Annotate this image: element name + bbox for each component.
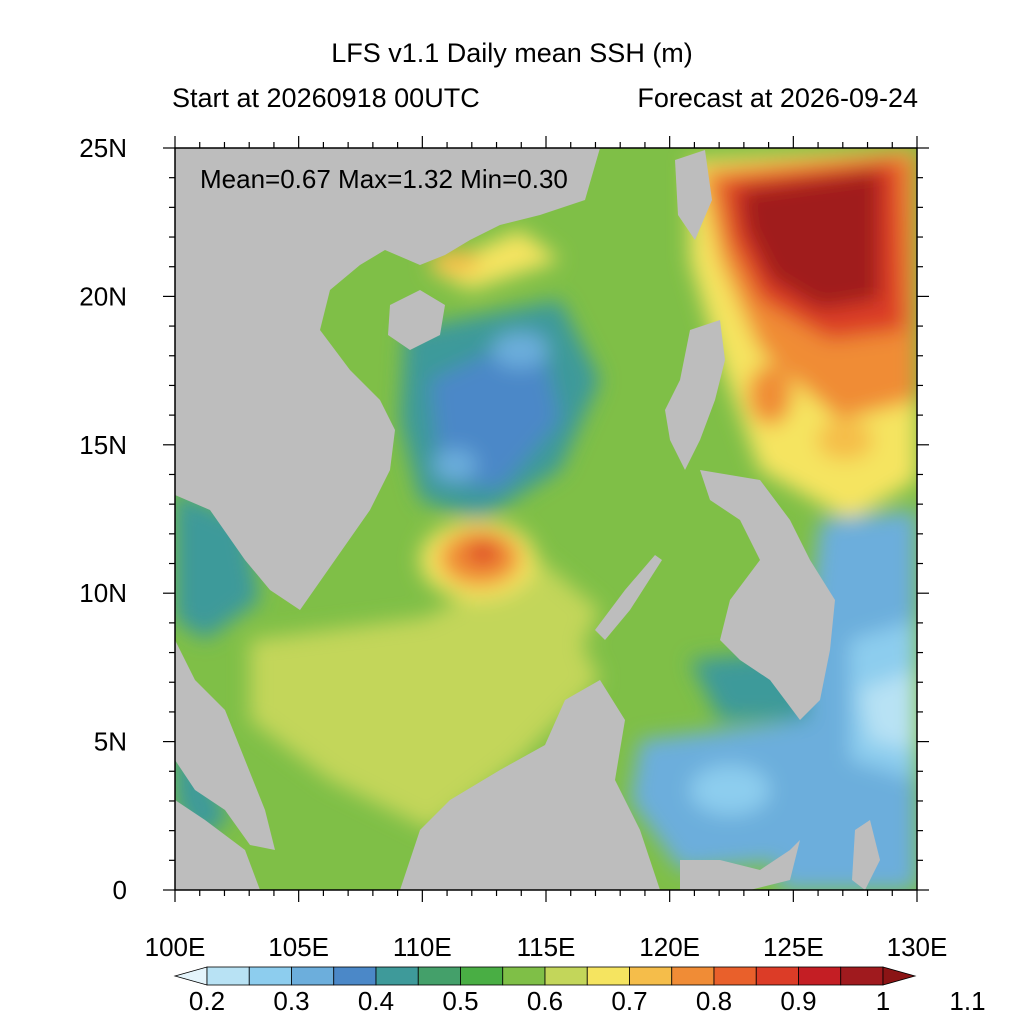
lat-tick-label: 25N [79, 133, 127, 163]
colorbar-tick-label: 0.3 [273, 986, 309, 1016]
colorbar-tick-label: 0.4 [358, 986, 394, 1016]
colorbar-swatch [460, 966, 504, 986]
colorbar-min-arrow [173, 966, 208, 986]
lon-tick-label: 125E [763, 932, 824, 962]
lon-tick-label: 110E [393, 932, 452, 962]
colorbar-swatch [671, 966, 715, 986]
colorbar-tick-label: 0.8 [696, 986, 732, 1016]
lat-axis-labels: 25N 20N 15N 10N 5N 0 [79, 133, 127, 905]
colorbar-tick-label: 0.2 [189, 986, 225, 1016]
lon-axis-labels: 100E 105E 110E 115E 120E 125E 130E [145, 932, 948, 962]
colorbar-tick-label: 1.1 [949, 986, 985, 1016]
sumatra-island [175, 800, 260, 890]
lon-tick-label: 100E [145, 932, 206, 962]
palawan-island [595, 555, 662, 640]
lat-tick-label: 15N [79, 430, 127, 460]
colorbar-tick-label: 0.5 [442, 986, 478, 1016]
lat-tick-label: 0 [113, 875, 127, 905]
lat-tick-label: 10N [79, 578, 127, 608]
lat-tick-label: 20N [79, 281, 127, 311]
colorbar-tick-label: 1 [876, 986, 890, 1016]
colorbar-swatch [629, 966, 673, 986]
start-time-label: Start at 20260918 00UTC [172, 83, 480, 113]
malay-peninsula [175, 640, 275, 850]
visayas-mindanao [700, 470, 835, 720]
colorbar-max-arrow [882, 966, 917, 986]
colorbar-labels: 0.20.30.40.50.60.70.80.911.11.2 [189, 986, 986, 1016]
axis-ticks [163, 136, 929, 902]
colorbar-swatch [713, 966, 757, 986]
indochina-land [175, 148, 600, 610]
colorbar-tick-label: 0.6 [527, 986, 563, 1016]
taiwan-island [675, 150, 712, 240]
colorbar-swatch [206, 966, 250, 986]
halmahera-island [852, 820, 880, 890]
lon-tick-label: 120E [639, 932, 700, 962]
colorbar-swatch [798, 966, 842, 986]
colorbar-swatch [502, 966, 546, 986]
colorbar-swatch [544, 966, 588, 986]
colorbar-swatch [755, 966, 799, 986]
lon-tick-label: 115E [517, 932, 576, 962]
borneo-island [400, 680, 660, 890]
colorbar [173, 966, 917, 986]
map-title: LFS v1.1 Daily mean SSH (m) [331, 38, 693, 68]
hainan-island [388, 290, 445, 350]
forecast-time-label: Forecast at 2026-09-24 [637, 83, 918, 113]
lat-tick-label: 5N [94, 727, 127, 757]
colorbar-swatch [375, 966, 419, 986]
luzon-island [665, 320, 725, 470]
lon-tick-label: 105E [268, 932, 329, 962]
colorbar-swatch [586, 966, 630, 986]
ssh-field: Mean=0.67 Max=1.32 Min=0.30 [175, 148, 917, 890]
land-masses [175, 148, 880, 890]
colorbar-tick-label: 0.9 [780, 986, 816, 1016]
colorbar-swatch [417, 966, 461, 986]
stats-annotation: Mean=0.67 Max=1.32 Min=0.30 [200, 164, 568, 194]
lon-tick-label: 130E [887, 932, 948, 962]
colorbar-swatch [248, 966, 292, 986]
colorbar-tick-label: 0.7 [611, 986, 647, 1016]
sulawesi-island [680, 840, 800, 890]
colorbar-swatch [840, 966, 884, 986]
colorbar-swatch [291, 966, 335, 986]
colorbar-swatch [333, 966, 377, 986]
